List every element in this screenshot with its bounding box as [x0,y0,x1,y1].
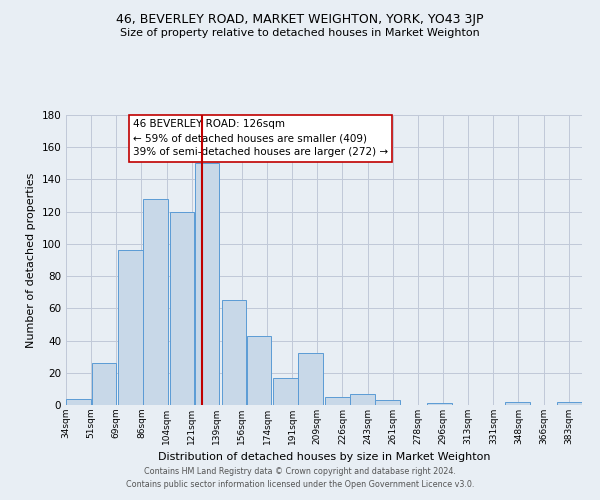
Bar [325,397,350,405]
Text: Contains public sector information licensed under the Open Government Licence v3: Contains public sector information licen… [126,480,474,489]
Bar [195,164,220,405]
Bar [557,402,581,405]
Bar [143,199,167,405]
Bar [505,402,530,405]
Bar [350,394,374,405]
Text: Size of property relative to detached houses in Market Weighton: Size of property relative to detached ho… [120,28,480,38]
Bar [298,354,323,405]
Text: Contains HM Land Registry data © Crown copyright and database right 2024.: Contains HM Land Registry data © Crown c… [144,467,456,476]
Bar [118,250,143,405]
Bar [221,300,246,405]
Bar [274,378,298,405]
Bar [92,363,116,405]
Text: 46, BEVERLEY ROAD, MARKET WEIGHTON, YORK, YO43 3JP: 46, BEVERLEY ROAD, MARKET WEIGHTON, YORK… [116,12,484,26]
Bar [170,212,194,405]
Bar [376,400,400,405]
X-axis label: Distribution of detached houses by size in Market Weighton: Distribution of detached houses by size … [158,452,490,462]
Bar [67,398,91,405]
Y-axis label: Number of detached properties: Number of detached properties [26,172,36,348]
Text: 46 BEVERLEY ROAD: 126sqm
← 59% of detached houses are smaller (409)
39% of semi-: 46 BEVERLEY ROAD: 126sqm ← 59% of detach… [133,120,388,158]
Bar [427,404,452,405]
Bar [247,336,271,405]
